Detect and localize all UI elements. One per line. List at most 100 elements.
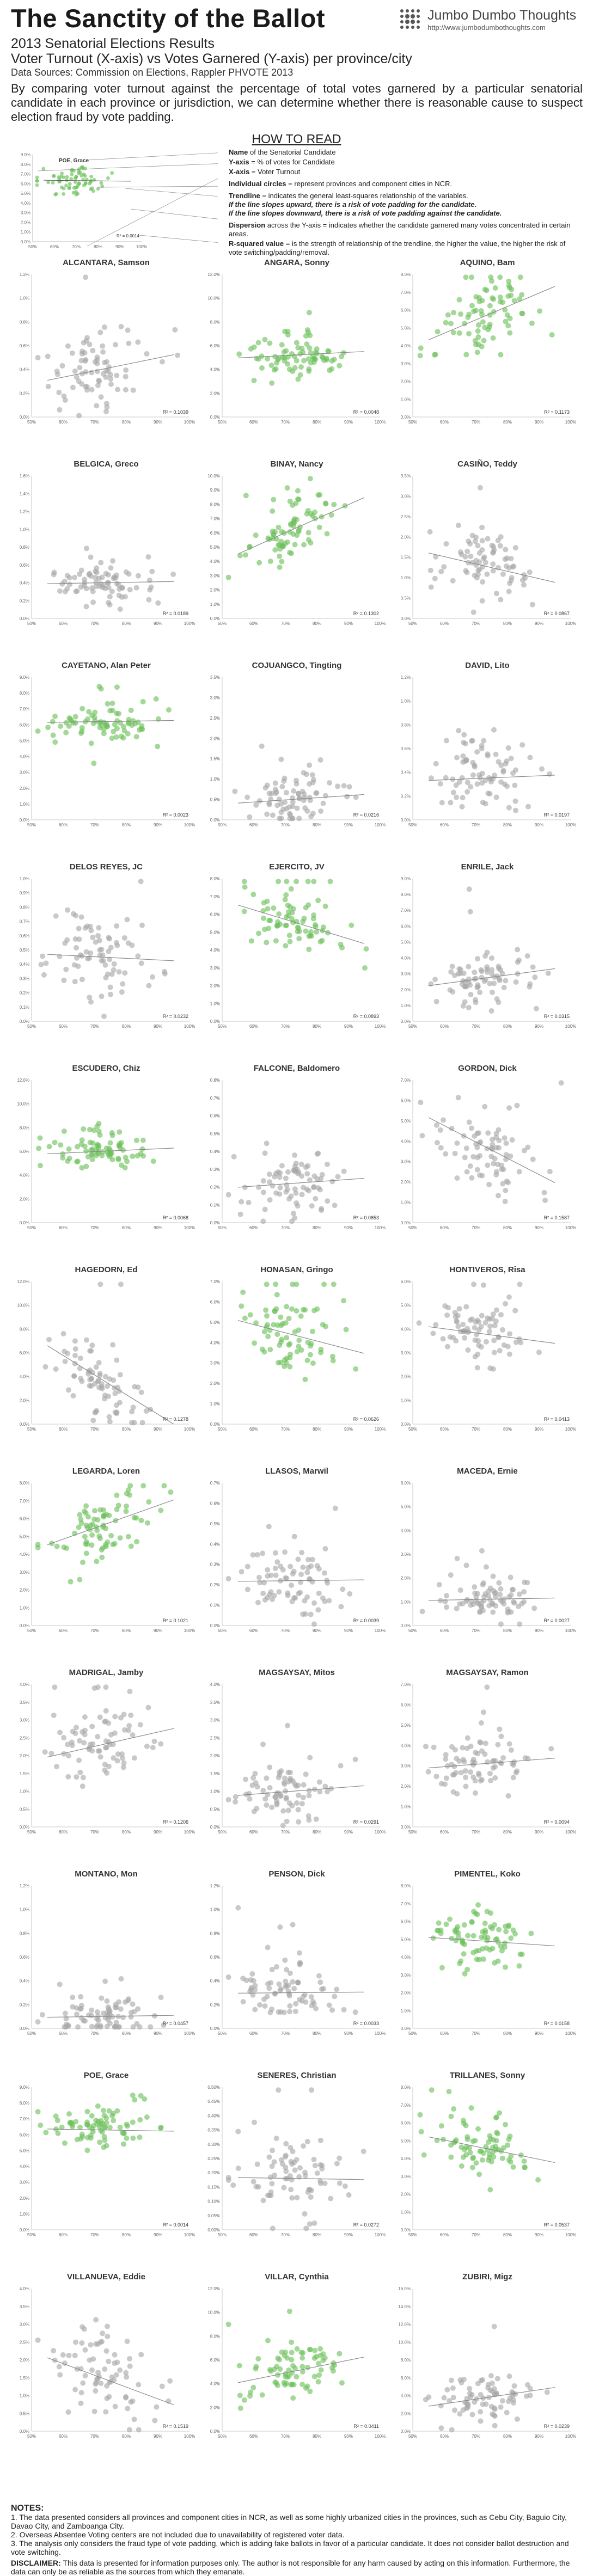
data-point — [124, 2135, 130, 2141]
data-point — [296, 928, 302, 934]
data-point — [158, 1507, 164, 1513]
y-tick-label: 3.0% — [401, 1160, 411, 1164]
data-point — [285, 328, 291, 334]
y-tick-label: 2.0% — [401, 1784, 411, 1789]
y-tick-label: 2.0% — [20, 1588, 29, 1593]
data-point — [439, 800, 445, 806]
x-tick-label: 90% — [344, 1628, 353, 1633]
data-point — [267, 1179, 273, 1185]
data-point — [481, 338, 487, 344]
x-tick-label: 70% — [281, 1024, 290, 1029]
data-point — [120, 1764, 126, 1770]
data-point — [84, 1541, 90, 1547]
data-point — [52, 713, 58, 719]
data-point — [317, 2137, 323, 2143]
data-point — [266, 2154, 272, 2160]
data-point — [443, 775, 449, 781]
data-point — [475, 2126, 481, 2132]
data-point — [283, 914, 289, 920]
data-point — [510, 1599, 516, 1605]
data-point — [307, 1755, 313, 1761]
data-point — [314, 1306, 320, 1312]
data-point — [472, 976, 478, 982]
data-point — [343, 1327, 349, 1333]
data-point — [319, 937, 325, 943]
data-point — [453, 782, 459, 788]
data-point — [225, 1192, 231, 1198]
data-point — [510, 1775, 516, 1781]
data-point — [488, 1008, 494, 1014]
data-point — [80, 1783, 85, 1789]
data-point — [316, 524, 322, 530]
data-point — [506, 805, 512, 811]
data-point — [280, 543, 286, 549]
data-point — [78, 2400, 84, 2406]
y-tick-label: 9.0% — [20, 2085, 29, 2090]
x-tick-label: 60% — [59, 420, 68, 425]
data-point — [473, 1948, 479, 1954]
data-point — [319, 2166, 325, 2172]
legend-desc: If the line slopes upward, there is a ri… — [229, 200, 477, 208]
x-tick-label: 90% — [154, 823, 162, 827]
brand-url[interactable]: http://www.jumbodumbothoughts.com — [427, 23, 546, 32]
data-point — [265, 1792, 271, 1798]
data-point — [130, 1154, 136, 1160]
data-point — [312, 2162, 318, 2168]
trendline — [428, 1937, 555, 1947]
data-point — [51, 1712, 57, 1718]
data-point — [74, 2011, 80, 2017]
brand[interactable]: Jumbo Dumbo Thoughts http://www.jumbodum… — [398, 7, 583, 34]
data-point — [122, 594, 128, 600]
data-point — [308, 350, 314, 356]
data-point — [111, 2118, 117, 2124]
x-tick-label: 90% — [535, 1225, 543, 1230]
data-point — [491, 2412, 497, 2418]
scatter-plot: 0.0%1.0%2.0%3.0%4.0%5.0%6.0%7.0%8.0%50% 6… — [20, 1481, 195, 1633]
data-point — [525, 804, 531, 809]
x-tick-label: 100% — [565, 2232, 576, 2237]
y-tick-label: 4.0% — [401, 956, 411, 961]
data-point — [286, 1342, 292, 1348]
x-tick-label: 100% — [184, 1628, 195, 1633]
x-tick-label: 70% — [90, 621, 99, 626]
y-tick-label: 0.0% — [20, 1422, 29, 1427]
data-point — [500, 571, 506, 577]
data-point — [466, 964, 472, 970]
x-tick-label: 50% — [408, 621, 417, 626]
x-tick-label: 60% — [440, 1628, 449, 1633]
data-point — [327, 780, 333, 786]
data-point — [335, 1174, 341, 1180]
data-point — [62, 397, 68, 403]
data-point — [290, 799, 296, 805]
y-tick-label: 4.0% — [401, 2156, 411, 2161]
scatter-plot: 0.0%1.0%2.0%3.0%4.0%5.0%6.0%7.0%8.0%50% 6… — [210, 876, 386, 1029]
data-point — [119, 1755, 125, 1761]
data-point — [456, 297, 462, 303]
data-point — [304, 327, 310, 333]
data-point — [462, 984, 468, 990]
data-point — [487, 2133, 493, 2139]
x-tick-label: 60% — [440, 420, 449, 425]
data-point — [285, 1169, 291, 1175]
scatter-panel: EJERCITO, JV 0.0% 1.0% 2.0% 3.0% 4.0% 5.0% 6.0%… — [201, 862, 392, 1047]
data-point — [64, 2021, 70, 2027]
scatter-plot: 0.0%0.2%0.4%0.6%0.8%1.0%1.2%1.4%1.6%50% 6… — [20, 474, 195, 626]
data-point — [88, 554, 94, 560]
data-point — [84, 335, 90, 341]
data-point — [108, 1732, 114, 1738]
x-tick-label: 90% — [344, 823, 353, 827]
y-tick-label: 0.15% — [207, 2185, 220, 2189]
data-point — [311, 1184, 317, 1190]
data-point — [461, 1951, 467, 1957]
r2-value: R² = 0.1173 — [544, 409, 570, 415]
data-point — [548, 1746, 554, 1752]
data-point — [505, 293, 511, 299]
data-point — [111, 961, 117, 967]
data-point — [102, 1373, 108, 1379]
data-point — [290, 2395, 296, 2401]
data-point — [290, 1281, 296, 1287]
data-point — [96, 925, 102, 931]
data-point — [474, 1167, 480, 1173]
data-point — [262, 1150, 268, 1156]
data-point — [264, 1802, 270, 1808]
